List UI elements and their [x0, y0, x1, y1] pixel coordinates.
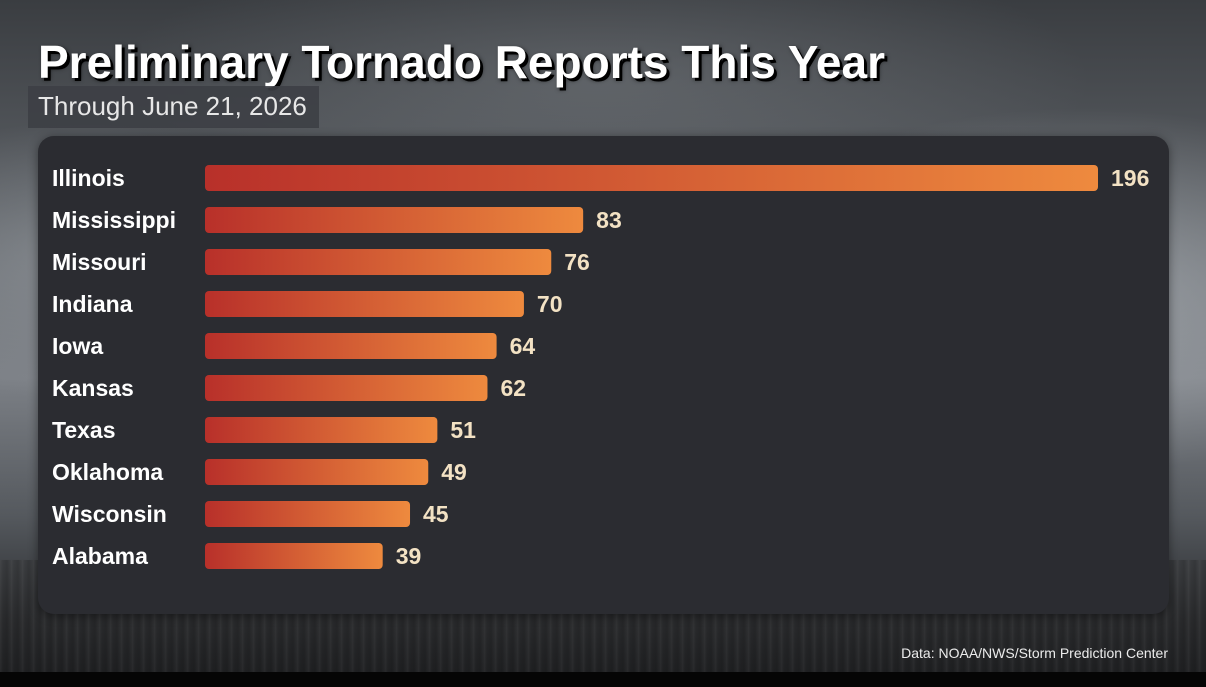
- chart-panel: Illinois 196 Mississippi 83 Missouri 76 Indian…: [38, 136, 1169, 614]
- chart-subtitle: Through June 21, 2026: [28, 86, 319, 128]
- category-label-alabama: Alabama: [52, 543, 148, 569]
- bar-oklahoma: [205, 459, 429, 485]
- bar-missouri: [205, 249, 552, 275]
- category-label-texas: Texas: [52, 417, 116, 443]
- data-source-note: Data: NOAA/NWS/Storm Prediction Center: [901, 645, 1168, 661]
- value-label-illinois: 196: [1111, 165, 1149, 191]
- bar-texas: [205, 417, 438, 443]
- bar-illinois: [205, 165, 1098, 191]
- value-label-texas: 51: [450, 417, 476, 443]
- value-label-missouri: 76: [564, 249, 590, 275]
- value-label-wisconsin: 45: [423, 501, 449, 527]
- category-label-iowa: Iowa: [52, 333, 103, 359]
- bar-chart: Illinois 196 Mississippi 83 Missouri 76 Indian…: [52, 165, 1149, 569]
- category-label-illinois: Illinois: [52, 165, 125, 191]
- bars-group: Illinois 196 Mississippi 83 Missouri 76 Indian…: [52, 165, 1149, 569]
- category-label-mississippi: Mississippi: [52, 207, 176, 233]
- bar-kansas: [205, 375, 488, 401]
- bar-alabama: [205, 543, 383, 569]
- chart-title: Preliminary Tornado Reports This Year: [38, 36, 886, 88]
- value-label-indiana: 70: [537, 291, 563, 317]
- bottom-black-strip: [0, 672, 1206, 687]
- category-label-missouri: Missouri: [52, 249, 147, 275]
- value-label-kansas: 62: [500, 375, 526, 401]
- bar-mississippi: [205, 207, 584, 233]
- value-label-oklahoma: 49: [441, 459, 467, 485]
- bar-wisconsin: [205, 501, 411, 527]
- bar-indiana: [205, 291, 524, 317]
- value-label-mississippi: 83: [596, 207, 622, 233]
- category-label-wisconsin: Wisconsin: [52, 501, 167, 527]
- category-label-oklahoma: Oklahoma: [52, 459, 163, 485]
- value-label-alabama: 39: [396, 543, 422, 569]
- category-label-kansas: Kansas: [52, 375, 134, 401]
- bar-iowa: [205, 333, 497, 359]
- value-label-iowa: 64: [510, 333, 536, 359]
- category-label-indiana: Indiana: [52, 291, 133, 317]
